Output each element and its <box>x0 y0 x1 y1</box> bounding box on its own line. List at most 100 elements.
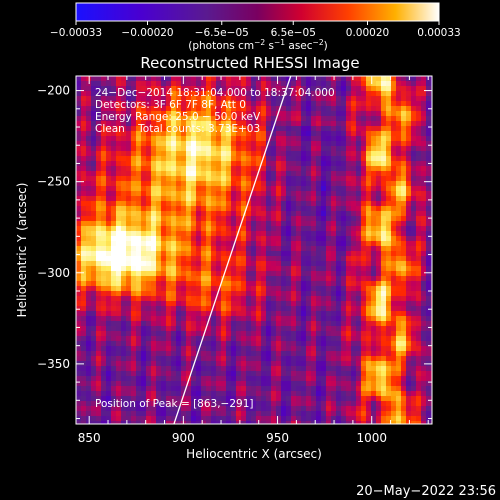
heatmap-cell <box>206 366 212 372</box>
heatmap-cell <box>266 186 272 192</box>
heatmap-cell <box>286 341 292 347</box>
heatmap-cell <box>246 411 252 417</box>
heatmap-cell <box>286 256 292 262</box>
heatmap-cell <box>401 331 407 337</box>
heatmap-cell <box>351 121 357 127</box>
heatmap-cell <box>156 376 162 382</box>
heatmap-cell <box>211 266 217 272</box>
heatmap-cell <box>191 126 197 132</box>
heatmap-cell <box>411 196 417 202</box>
heatmap-cell <box>411 296 417 302</box>
heatmap-cell <box>271 171 277 177</box>
heatmap-cell <box>356 81 362 87</box>
heatmap-cell <box>311 366 317 372</box>
heatmap-cell <box>226 411 232 417</box>
heatmap-cell <box>396 286 402 292</box>
heatmap-cell <box>296 246 302 252</box>
heatmap-cell <box>391 276 397 282</box>
heatmap-cell <box>116 181 122 187</box>
heatmap-cell <box>261 91 267 97</box>
heatmap-cell <box>421 381 427 387</box>
heatmap-cell <box>241 81 247 87</box>
heatmap-cell <box>121 241 127 247</box>
heatmap-cell <box>296 266 302 272</box>
heatmap-cell <box>206 236 212 242</box>
heatmap-cell <box>146 181 152 187</box>
heatmap-cell <box>186 76 192 82</box>
heatmap-cell <box>371 111 377 117</box>
heatmap-cell <box>116 176 122 182</box>
heatmap-cell <box>226 196 232 202</box>
heatmap-cell <box>126 226 132 232</box>
heatmap-cell <box>86 96 92 102</box>
heatmap-cell <box>176 111 182 117</box>
heatmap-cell <box>171 316 177 322</box>
heatmap-cell <box>306 276 312 282</box>
heatmap-cell <box>366 186 372 192</box>
heatmap-cell <box>386 181 392 187</box>
heatmap-cell <box>411 221 417 227</box>
heatmap-cell <box>101 321 107 327</box>
heatmap-cell <box>241 136 247 142</box>
heatmap-cell <box>261 311 267 317</box>
heatmap-cell <box>211 106 217 112</box>
heatmap-cell <box>271 301 277 307</box>
heatmap-cell <box>146 301 152 307</box>
heatmap-cell <box>381 401 387 407</box>
heatmap-cell <box>321 256 327 262</box>
heatmap-cell <box>116 311 122 317</box>
heatmap-cell <box>281 406 287 412</box>
heatmap-cell <box>271 351 277 357</box>
heatmap-cell <box>396 91 402 97</box>
heatmap-cell <box>361 306 367 312</box>
heatmap-cell <box>256 266 262 272</box>
heatmap-cell <box>426 316 432 322</box>
heatmap-cell <box>416 261 422 267</box>
heatmap-cell <box>306 336 312 342</box>
heatmap-cell <box>241 206 247 212</box>
heatmap-cell <box>241 126 247 132</box>
heatmap-cell <box>196 171 202 177</box>
heatmap-cell <box>251 186 257 192</box>
heatmap-cell <box>311 261 317 267</box>
heatmap-cell <box>81 141 87 147</box>
heatmap-cell <box>86 396 92 402</box>
heatmap-cell <box>366 126 372 132</box>
heatmap-cell <box>226 151 232 157</box>
heatmap-cell <box>136 171 142 177</box>
heatmap-cell <box>246 266 252 272</box>
heatmap-cell <box>161 296 167 302</box>
heatmap-cell <box>286 276 292 282</box>
heatmap-cell <box>391 156 397 162</box>
heatmap-cell <box>196 281 202 287</box>
heatmap-cell <box>256 181 262 187</box>
heatmap-cell <box>231 161 237 167</box>
heatmap-cell <box>171 171 177 177</box>
heatmap-cell <box>326 336 332 342</box>
heatmap-cell <box>236 251 242 257</box>
heatmap-cell <box>141 86 147 92</box>
heatmap-cell <box>286 351 292 357</box>
heatmap-cell <box>131 106 137 112</box>
heatmap-cell <box>111 321 117 327</box>
heatmap-cell <box>146 346 152 352</box>
heatmap-cell <box>221 291 227 297</box>
heatmap-cell <box>141 221 147 227</box>
heatmap-cell <box>401 301 407 307</box>
heatmap-cell <box>276 151 282 157</box>
heatmap-cell <box>301 166 307 172</box>
heatmap-cell <box>101 166 107 172</box>
heatmap-cell <box>416 216 422 222</box>
heatmap-cell <box>96 301 102 307</box>
heatmap-cell <box>286 221 292 227</box>
heatmap-cell <box>291 381 297 387</box>
heatmap-cell <box>206 111 212 117</box>
heatmap-cell <box>161 366 167 372</box>
heatmap-cell <box>286 261 292 267</box>
heatmap-cell <box>171 231 177 237</box>
heatmap-cell <box>381 321 387 327</box>
heatmap-cell <box>331 161 337 167</box>
heatmap-cell <box>296 156 302 162</box>
heatmap-cell <box>86 311 92 317</box>
heatmap-cell <box>156 271 162 277</box>
